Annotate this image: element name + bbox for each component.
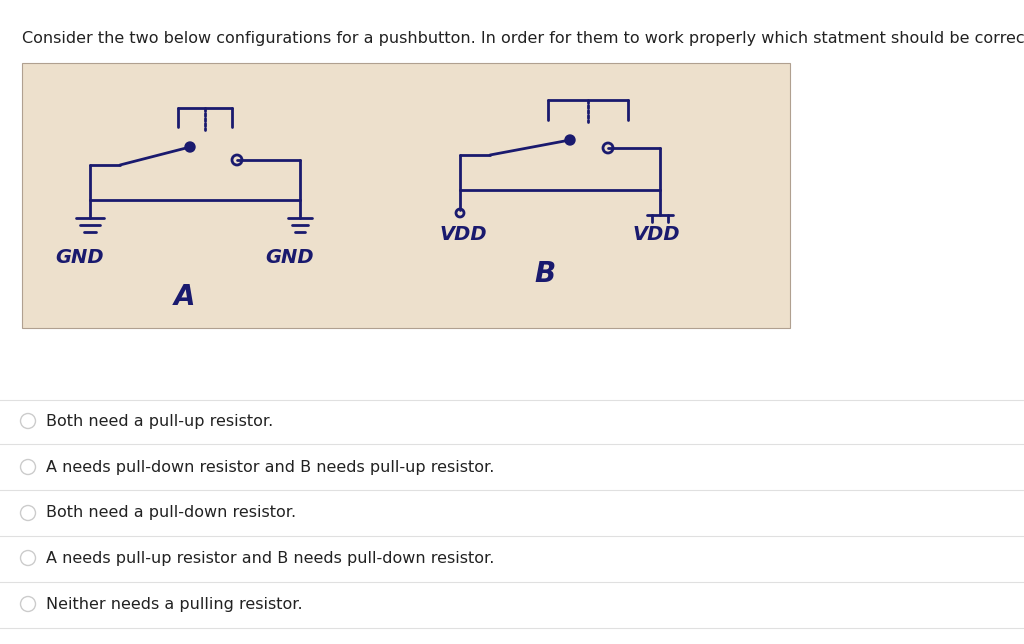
Text: Neither needs a pulling resistor.: Neither needs a pulling resistor.	[46, 596, 303, 612]
Text: B: B	[535, 260, 556, 288]
Text: VDD: VDD	[440, 225, 487, 244]
Text: Consider the two below configurations for a pushbutton. In order for them to wor: Consider the two below configurations fo…	[22, 30, 1024, 46]
Text: A needs pull-up resistor and B needs pull-down resistor.: A needs pull-up resistor and B needs pul…	[46, 551, 495, 565]
Text: Both need a pull-down resistor.: Both need a pull-down resistor.	[46, 506, 296, 520]
Text: VDD: VDD	[633, 225, 681, 244]
Text: GND: GND	[265, 248, 313, 267]
FancyBboxPatch shape	[22, 63, 790, 328]
Text: A needs pull-down resistor and B needs pull-up resistor.: A needs pull-down resistor and B needs p…	[46, 460, 495, 475]
Text: A: A	[174, 283, 196, 311]
Text: Both need a pull-up resistor.: Both need a pull-up resistor.	[46, 413, 273, 428]
Circle shape	[185, 142, 195, 152]
Circle shape	[565, 135, 575, 145]
Text: GND: GND	[55, 248, 103, 267]
